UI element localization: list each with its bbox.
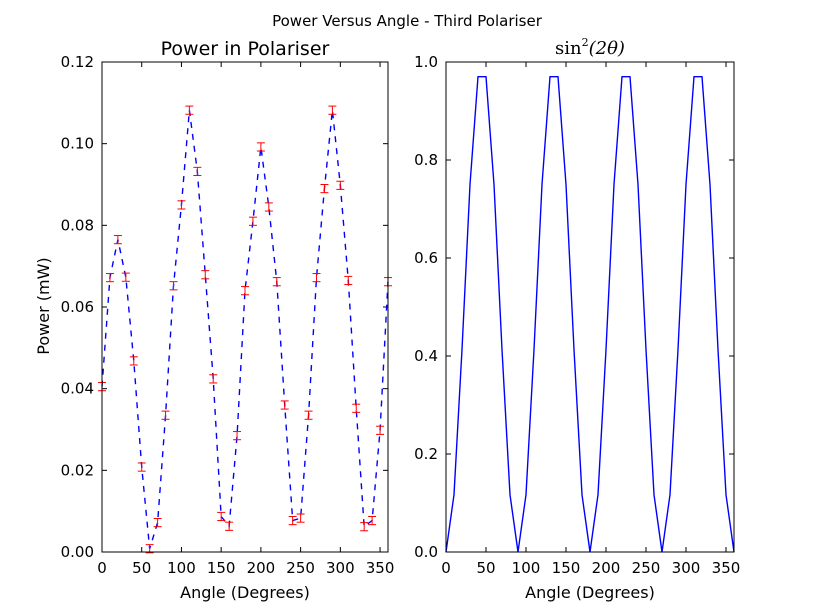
power-plot: Power in Polariser Angle (Degrees) Power…	[34, 38, 394, 602]
sin-xtick-label: 50	[476, 559, 495, 577]
power-errorbar	[344, 275, 353, 286]
power-errorbar	[352, 403, 361, 413]
power-errorbar	[264, 202, 273, 212]
power-errorbar	[169, 281, 178, 291]
sin-squared-plot-title: sin2(2θ)	[555, 36, 625, 59]
power-xtick-label: 250	[286, 559, 315, 577]
power-errorbar	[129, 356, 138, 366]
power-ytick-label: 0.04	[61, 380, 94, 398]
sin-squared-plot: sin2(2θ) Angle (Degrees) 0 50 100 150 200 250…	[414, 36, 740, 602]
power-errorbar	[288, 515, 297, 526]
power-errorbar	[312, 273, 321, 283]
power-xtick-label: 300	[326, 559, 355, 577]
sin-xtick-label: 250	[632, 559, 661, 577]
power-plot-title: Power in Polariser	[161, 38, 330, 60]
power-xtick-label: 100	[167, 559, 196, 577]
power-ytick-label: 0.06	[61, 298, 94, 316]
sin-xtick-label: 150	[552, 559, 581, 577]
sin-ytick-label: 0.2	[414, 445, 438, 463]
power-plot-ticks: 0 50 100 150 200 250 300 350 0.00 0.02 0.04 0.06 0.0…	[61, 53, 395, 577]
power-errorbar	[304, 410, 313, 420]
sin-xtick-label: 300	[672, 559, 701, 577]
power-errorbar	[201, 270, 210, 280]
sin-squared-plot-ticks: 0 50 100 150 200 250 300 350 0.0 0.2 0.4 0.6 0.8 1.0	[414, 53, 740, 577]
power-ytick-label: 0.02	[61, 461, 94, 479]
power-errorbar	[137, 462, 146, 472]
power-errorbar	[241, 286, 249, 296]
power-errorbar	[296, 513, 305, 523]
power-errorbar	[209, 374, 218, 384]
power-errorbar	[360, 522, 369, 532]
power-errorbar	[225, 521, 234, 531]
power-errorbar	[217, 511, 226, 522]
sin-xtick-label: 0	[441, 559, 451, 577]
figure-suptitle: Power Versus Angle - Third Polariser	[272, 12, 543, 30]
power-errorbar	[177, 200, 186, 210]
sin-squared-plot-xlabel: Angle (Degrees)	[525, 583, 655, 602]
power-ytick-label: 0.00	[61, 543, 94, 561]
power-errorbar	[145, 544, 154, 554]
power-xtick-label: 150	[207, 559, 236, 577]
power-errorbar	[272, 277, 281, 287]
power-errorbar	[153, 518, 162, 528]
power-errorbar	[105, 273, 114, 283]
power-errorbar	[376, 425, 385, 435]
sin-ytick-label: 1.0	[414, 53, 438, 71]
sin-ytick-label: 0.8	[414, 151, 438, 169]
power-xtick-label: 350	[366, 559, 395, 577]
sin-squared-plot-frame	[445, 61, 735, 553]
power-errorbar	[161, 410, 170, 420]
power-xtick-label: 0	[97, 559, 107, 577]
sin-ytick-label: 0.6	[414, 249, 438, 267]
power-errorbar	[280, 400, 289, 410]
power-errorbar	[256, 142, 265, 152]
power-errorbar	[336, 180, 345, 190]
sin-ytick-label: 0.4	[414, 347, 438, 365]
power-errorbar	[113, 235, 122, 245]
power-ytick-label: 0.10	[61, 135, 94, 153]
power-errorbar	[185, 105, 194, 115]
power-errorbar	[328, 105, 337, 115]
power-plot-ylabel: Power (mW)	[34, 257, 53, 354]
power-plot-frame	[101, 61, 389, 553]
power-errorbar	[320, 184, 329, 194]
power-errorbar	[193, 166, 202, 177]
power-xtick-label: 200	[247, 559, 276, 577]
power-errorbar	[233, 431, 242, 441]
power-series-line	[101, 110, 389, 549]
sin-ytick-label: 0.0	[414, 543, 438, 561]
power-plot-xlabel: Angle (Degrees)	[180, 583, 310, 602]
power-plot-data	[98, 105, 392, 554]
sin-squared-plot-data	[445, 75, 735, 553]
power-ytick-label: 0.12	[61, 53, 94, 71]
sin-series-line	[445, 75, 735, 553]
power-errorbar	[121, 272, 130, 282]
power-xtick-label: 50	[132, 559, 151, 577]
sin-xtick-label: 350	[712, 559, 741, 577]
power-errorbar	[248, 216, 257, 226]
sin-xtick-label: 200	[592, 559, 621, 577]
sin-xtick-label: 100	[512, 559, 541, 577]
power-ytick-label: 0.08	[61, 216, 94, 234]
power-errorbar	[368, 515, 377, 526]
